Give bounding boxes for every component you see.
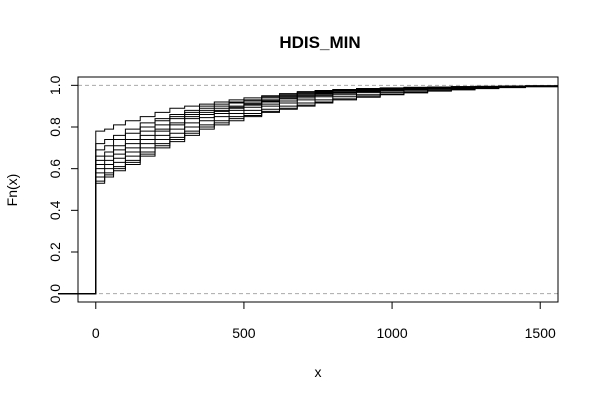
ecdf-series-10	[58, 85, 559, 295]
ecdf-series-9	[58, 85, 559, 295]
chart-title: HDIS_MIN	[279, 33, 360, 52]
y-tick-label: 0.0	[47, 284, 63, 304]
x-tick-label: 500	[232, 325, 256, 341]
ecdf-series-11	[58, 85, 559, 295]
reference-lines	[78, 84, 558, 295]
y-tick-label: 0.8	[47, 117, 63, 137]
y-tick-label: 0.2	[47, 242, 63, 262]
y-axis: 0.0 0.2 0.4 0.6 0.8 1.0	[47, 75, 79, 304]
ecdf-series-7	[58, 85, 559, 295]
ecdf-series-5	[58, 85, 559, 295]
y-axis-label: Fn(x)	[4, 174, 20, 207]
ecdf-series-6	[58, 85, 559, 295]
ecdf-series-group	[58, 85, 559, 295]
ecdf-series-2	[58, 85, 559, 295]
x-axis: 0 500 1000 1500	[92, 301, 556, 341]
ecdf-series-4	[58, 85, 559, 295]
x-axis-label: x	[315, 364, 322, 380]
y-tick-label: 0.6	[47, 159, 63, 179]
ecdf-series-3	[58, 85, 559, 295]
ecdf-series-1	[58, 85, 559, 295]
x-tick-label: 1000	[376, 325, 407, 341]
y-tick-label: 0.4	[47, 200, 63, 220]
plot-frame	[77, 76, 559, 303]
x-tick-label: 0	[92, 325, 100, 341]
ecdf-series-8	[58, 85, 559, 295]
y-tick-label: 1.0	[47, 75, 63, 95]
x-tick-label: 1500	[525, 325, 556, 341]
